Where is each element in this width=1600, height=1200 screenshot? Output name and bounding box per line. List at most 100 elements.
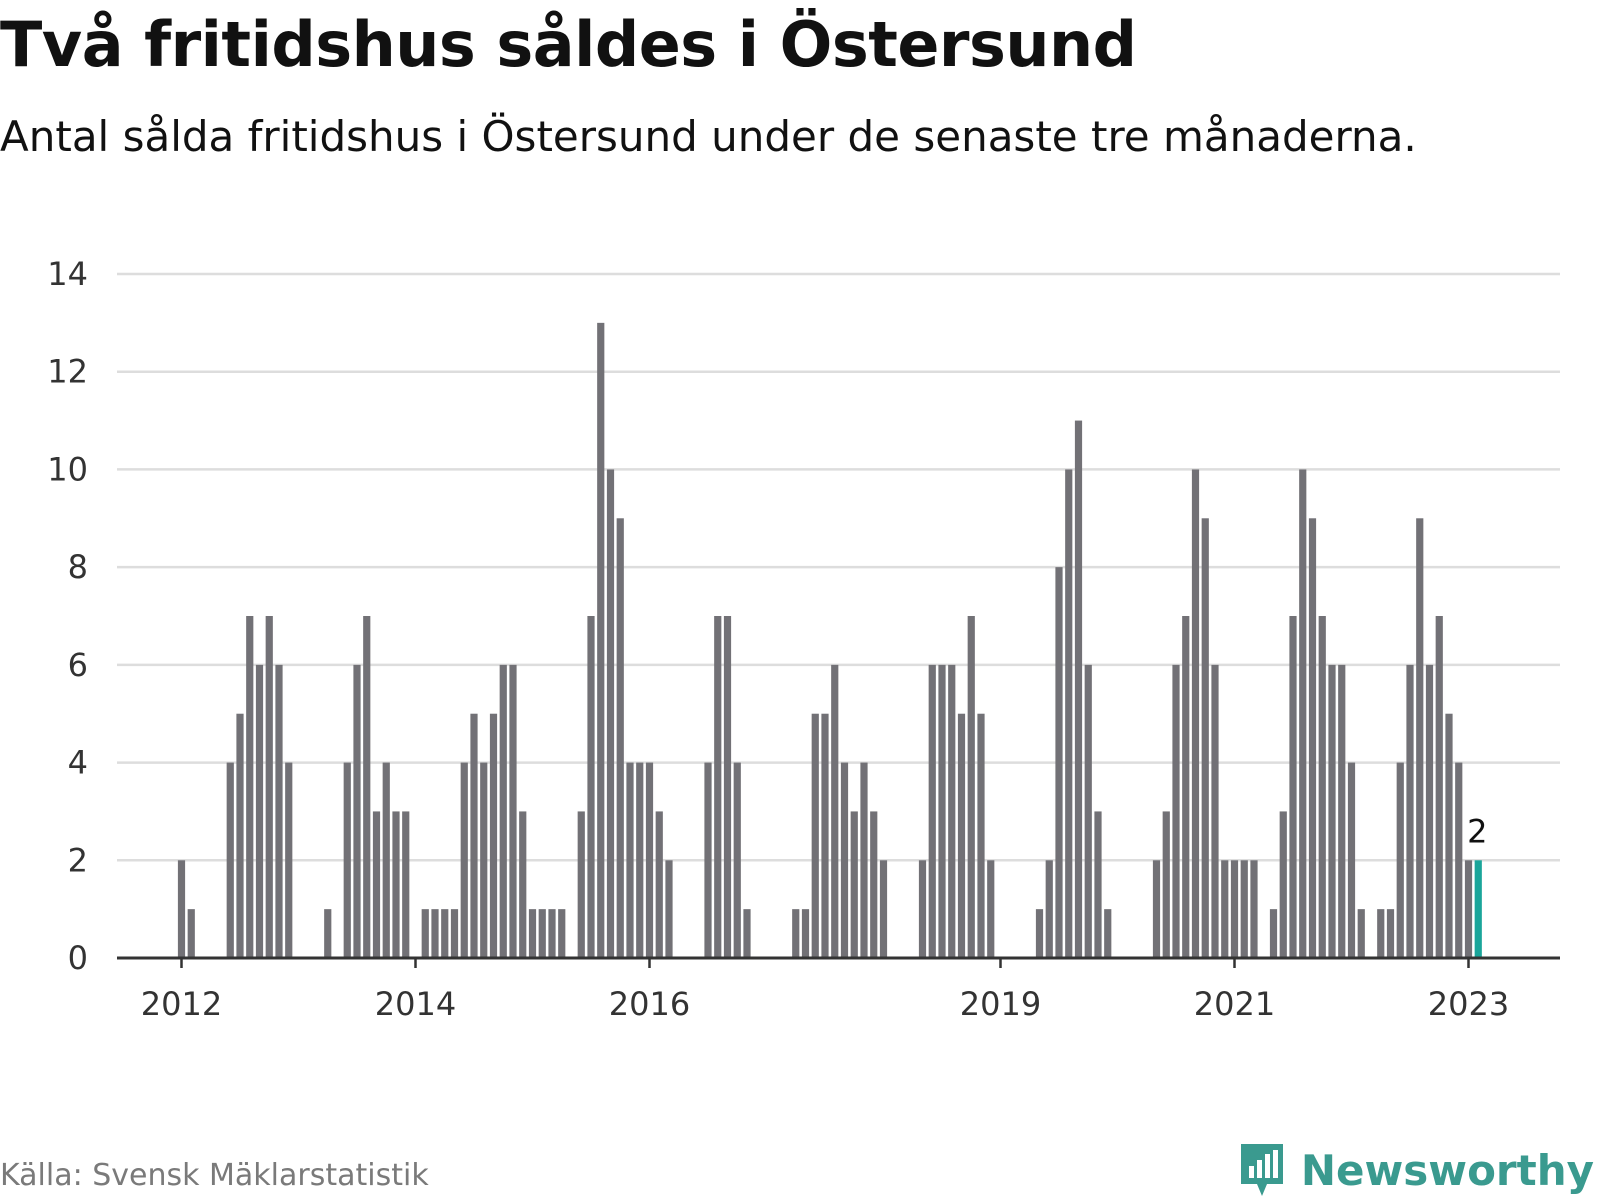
bar — [1162, 811, 1170, 958]
bar — [606, 469, 615, 958]
bar — [1396, 762, 1404, 958]
y-tick-label: 2 — [68, 841, 88, 879]
bar — [1328, 664, 1336, 958]
bar — [1055, 567, 1063, 958]
bar — [558, 909, 566, 958]
bar — [850, 811, 858, 958]
y-tick-label: 6 — [68, 646, 88, 684]
chart-title: Två fritidshus såldes i Östersund — [0, 8, 1137, 81]
bar — [372, 811, 381, 958]
bar — [1172, 664, 1180, 958]
bar — [665, 860, 673, 958]
bar — [275, 664, 283, 958]
x-tick-label: 2014 — [375, 985, 456, 1023]
bar — [977, 713, 985, 958]
y-tick-label: 8 — [68, 548, 88, 586]
bar — [509, 664, 517, 958]
bar-highlighted — [1474, 860, 1482, 958]
bar — [1201, 518, 1209, 958]
bar — [1211, 664, 1219, 958]
bar — [704, 762, 712, 958]
bar — [1094, 811, 1102, 958]
bar — [636, 762, 644, 958]
bar — [226, 762, 234, 958]
bar — [1406, 664, 1414, 958]
bar — [489, 713, 498, 958]
bar — [470, 713, 478, 958]
bar — [870, 811, 878, 958]
newsworthy-logo: Newsworthy — [1237, 1140, 1594, 1200]
x-tick-label: 2016 — [609, 985, 690, 1023]
bar — [431, 909, 439, 958]
bar — [626, 762, 634, 958]
bar — [987, 860, 995, 958]
bar — [265, 616, 273, 958]
bar — [733, 762, 741, 958]
chart-bubble-icon — [1240, 1144, 1283, 1196]
y-tick-label: 14 — [47, 255, 88, 293]
bar — [1250, 860, 1258, 958]
bar — [538, 909, 546, 958]
bar — [1357, 909, 1365, 958]
bar — [1230, 860, 1239, 958]
bar — [860, 762, 868, 958]
bar — [879, 860, 888, 958]
y-tick-label: 10 — [47, 450, 88, 488]
bar-chart: 0 2 4 6 8 10 12 14 2012 2014 2016 2019 2021 2023 2 — [47, 255, 1560, 1023]
bar — [597, 322, 605, 958]
bar — [1386, 909, 1395, 958]
bar — [1191, 469, 1200, 958]
bar — [548, 909, 556, 958]
bar — [421, 909, 429, 958]
bar — [1035, 909, 1044, 958]
bar — [1347, 762, 1356, 958]
bar — [343, 762, 351, 958]
bar — [177, 860, 186, 958]
bar — [743, 909, 751, 958]
bar — [460, 762, 468, 958]
bar — [1416, 518, 1424, 958]
bar — [1221, 860, 1229, 958]
x-tick-label: 2023 — [1428, 985, 1509, 1023]
bar — [1104, 909, 1112, 958]
bar — [655, 811, 663, 958]
bar — [928, 664, 936, 958]
bar — [587, 616, 595, 958]
bar — [948, 664, 956, 958]
bar — [801, 909, 810, 958]
chart-subtitle: Antal sålda fritidshus i Östersund under… — [0, 112, 1417, 161]
bar — [1084, 664, 1092, 958]
bar — [811, 713, 819, 958]
bar — [840, 762, 849, 958]
data-label: 2 — [1467, 812, 1487, 850]
bar — [1279, 811, 1287, 958]
y-tick-label: 0 — [68, 939, 88, 977]
bar — [821, 713, 829, 958]
bar — [255, 664, 264, 958]
bar — [1299, 469, 1307, 958]
bar — [1445, 713, 1453, 958]
bar — [1152, 860, 1161, 958]
bar — [187, 909, 195, 958]
bar — [382, 762, 390, 958]
bar — [1240, 860, 1248, 958]
bar — [392, 811, 400, 958]
bar — [480, 762, 488, 958]
bar — [519, 811, 527, 958]
bar — [967, 616, 975, 958]
bar — [1338, 664, 1346, 958]
bar — [616, 518, 624, 958]
bar — [792, 909, 800, 958]
bar — [577, 811, 585, 958]
bar — [918, 860, 927, 958]
bar — [1455, 762, 1463, 958]
bar — [236, 713, 244, 958]
bar — [645, 762, 654, 958]
bar — [1045, 860, 1053, 958]
bar — [528, 909, 537, 958]
bar — [1435, 616, 1443, 958]
bar — [402, 811, 410, 958]
bar — [1074, 420, 1083, 958]
x-tick-label: 2012 — [141, 985, 222, 1023]
bar — [1318, 616, 1326, 958]
